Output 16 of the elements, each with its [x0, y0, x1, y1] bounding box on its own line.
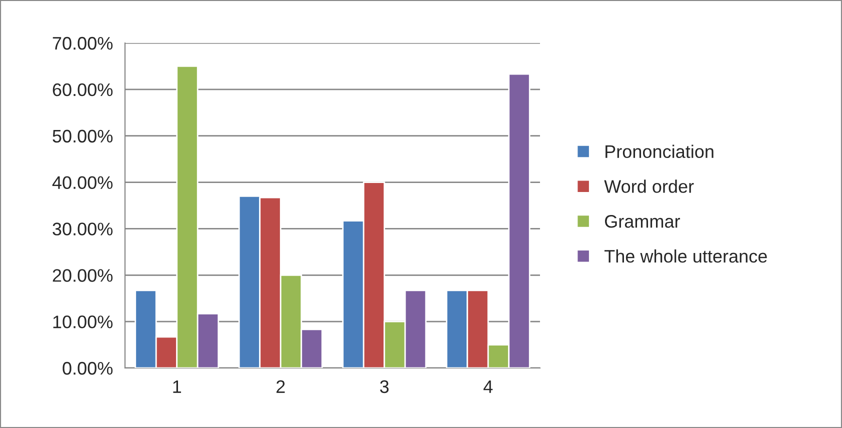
y-tick-label: 0.00% [62, 362, 113, 375]
y-tick-label: 30.00% [52, 222, 113, 236]
y-tick-label: 20.00% [52, 269, 113, 282]
x-tick-label: 2 [276, 380, 285, 393]
y-tick-label: 60.00% [52, 83, 113, 96]
legend-label: Prononciation [606, 144, 714, 158]
legend-label: Grammar [604, 215, 680, 228]
legend-label: Word order [604, 180, 694, 193]
x-tick-label: 4 [484, 380, 493, 393]
y-tick-label: 50.00% [52, 130, 113, 143]
x-tick-label: 1 [173, 380, 182, 393]
legend-label: The whole utterance [604, 249, 767, 263]
x-tick-label: 3 [380, 380, 389, 394]
y-tick-label: 40.00% [52, 176, 113, 190]
y-tick-label: 10.00% [53, 316, 113, 328]
y-tick-label: 70.00% [52, 36, 113, 50]
